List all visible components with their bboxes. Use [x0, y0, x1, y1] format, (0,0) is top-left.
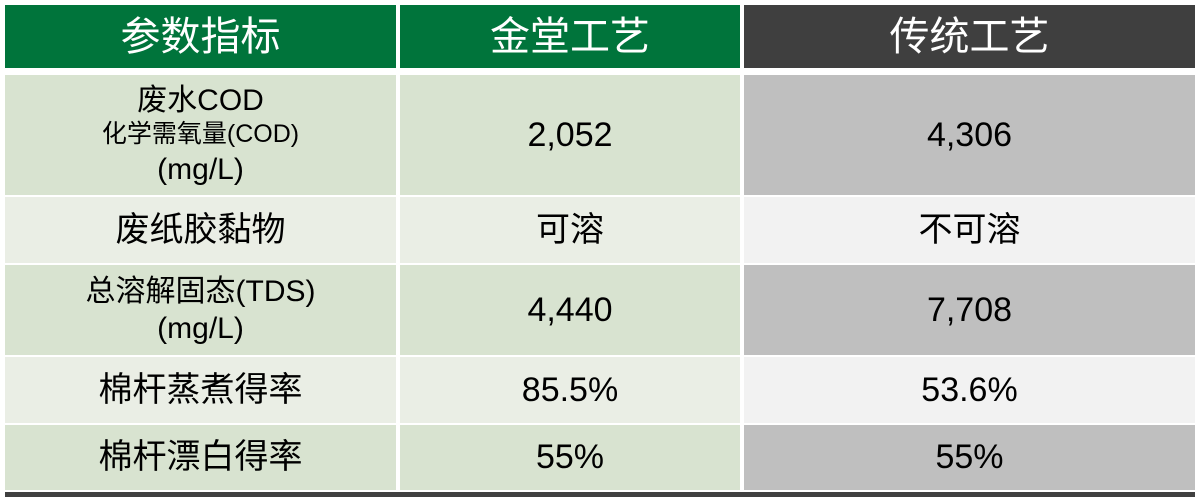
value-cell-jintang-cooking-yield: 85.5%	[400, 357, 740, 423]
table-row-cod: 废水COD 化学需氧量(COD) (mg/L) 2,052 4,306	[5, 75, 1195, 195]
header-cell-parameter: 参数指标	[5, 5, 396, 68]
value-cell-jintang-stickies: 可溶	[400, 197, 740, 263]
param-subline: 化学需氧量(COD)	[101, 120, 300, 149]
value-cell-jintang-tds: 4,440	[400, 265, 740, 355]
table-row-cooking-yield: 棉杆蒸煮得率 85.5% 53.6%	[5, 357, 1195, 423]
header-cell-traditional: 传统工艺	[744, 5, 1195, 68]
value-cell-traditional-cooking-yield: 53.6%	[744, 357, 1195, 423]
param-cell-tds: 总溶解固态(TDS) (mg/L)	[5, 265, 396, 355]
header-label-parameter: 参数指标	[120, 14, 281, 59]
table-row-stickies: 废纸胶黏物 可溶 不可溶	[5, 197, 1195, 263]
value-cell-traditional-bleaching-yield: 55%	[744, 425, 1195, 490]
header-row: 参数指标 金堂工艺 传统工艺	[5, 5, 1195, 68]
param-cell-bleaching-yield: 棉杆漂白得率	[5, 425, 396, 490]
value-cell-traditional-tds: 7,708	[744, 265, 1195, 355]
value-cell-traditional-stickies: 不可溶	[744, 197, 1195, 263]
header-label-traditional: 传统工艺	[889, 14, 1050, 59]
param-cell-cooking-yield: 棉杆蒸煮得率	[5, 357, 396, 423]
comparison-table: 参数指标 金堂工艺 传统工艺 废水COD 化学需氧量(COD) (mg/L) 2…	[5, 5, 1195, 497]
param-cell-stickies: 废纸胶黏物	[5, 197, 396, 263]
param-unit: (mg/L)	[157, 152, 244, 186]
table-row-tds: 总溶解固态(TDS) (mg/L) 4,440 7,708	[5, 265, 1195, 355]
table-row-bleaching-yield: 棉杆漂白得率 55% 55%	[5, 425, 1195, 490]
header-cell-jintang: 金堂工艺	[400, 5, 740, 68]
param-line: 总溶解固态(TDS)	[85, 274, 316, 308]
param-cell-cod: 废水COD 化学需氧量(COD) (mg/L)	[5, 75, 396, 195]
param-unit: (mg/L)	[157, 312, 244, 345]
value-cell-traditional-cod: 4,306	[744, 75, 1195, 195]
param-line: 废水COD	[137, 83, 264, 117]
table-bottom-border	[5, 492, 1195, 497]
value-cell-jintang-bleaching-yield: 55%	[400, 425, 740, 490]
header-label-jintang: 金堂工艺	[490, 14, 650, 59]
value-cell-jintang-cod: 2,052	[400, 75, 740, 195]
